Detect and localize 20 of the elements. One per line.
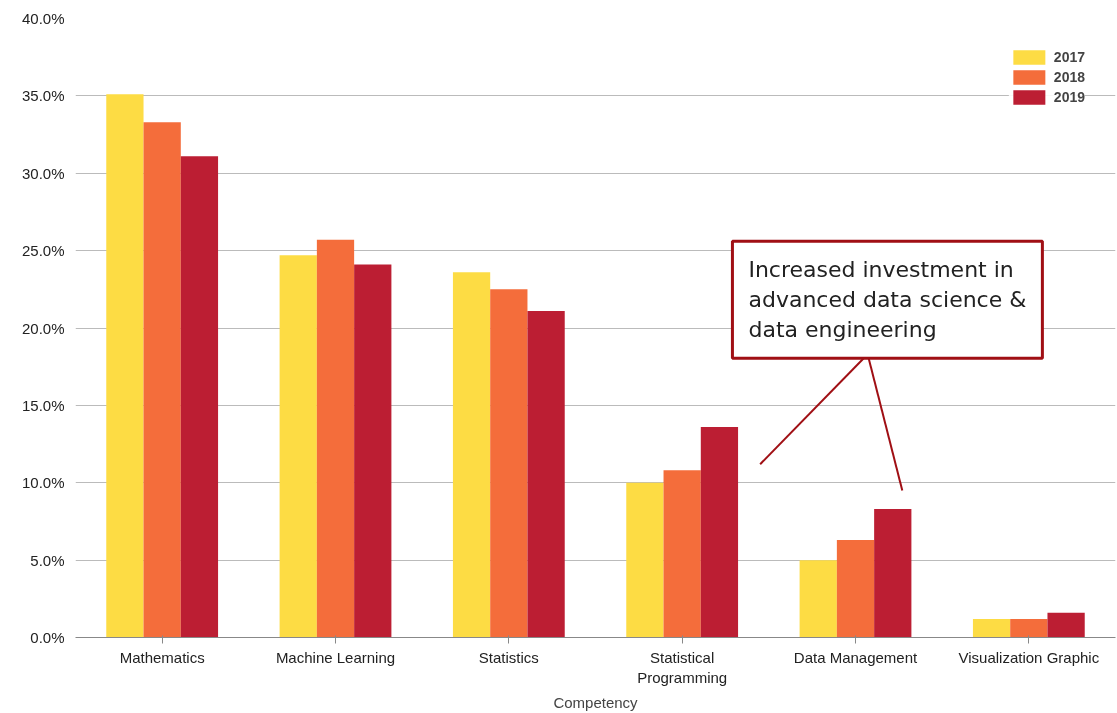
legend-label: 2017 <box>1053 49 1085 65</box>
x-tick-label: Statistics <box>478 648 539 666</box>
x-tick-label: Statistical Programming <box>637 648 728 686</box>
y-tick-label: 40.0% <box>21 10 65 27</box>
y-tick-label: 0.0% <box>30 629 65 646</box>
legend-label: 2019 <box>1053 89 1085 105</box>
y-tick-label: 10.0% <box>21 474 65 492</box>
x-tick-label: Mathematics <box>119 648 205 666</box>
annotation: Increased investment in advanced data science & data engineering <box>748 257 1027 343</box>
y-tick-label: 15.0% <box>21 396 65 414</box>
x-tick-label: Machine Learning <box>275 648 396 666</box>
y-tick-label: 30.0% <box>21 164 65 182</box>
y-tick-label: 20.0% <box>21 319 65 337</box>
x-tick-label: Data Management <box>793 648 919 666</box>
y-tick-label: 35.0% <box>21 87 65 105</box>
y-tick-label: 25.0% <box>21 242 65 260</box>
x-axis-title: Competency <box>553 693 639 711</box>
x-tick-label: Visualization Graphic <box>958 648 1100 666</box>
legend-label: 2018 <box>1053 69 1085 85</box>
y-tick-label: 5.0% <box>30 551 65 569</box>
